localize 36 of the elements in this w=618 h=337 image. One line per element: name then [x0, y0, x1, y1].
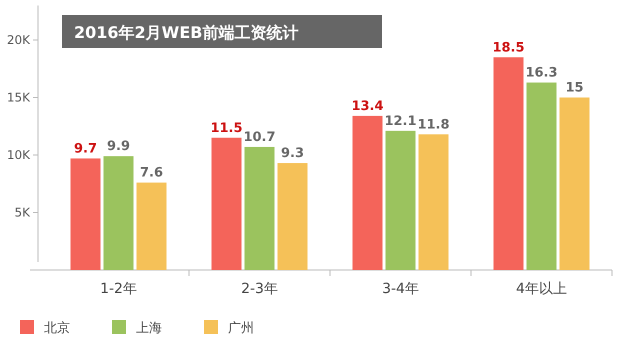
data-label: 7.6: [140, 166, 164, 181]
legend-label: 上海: [136, 321, 162, 336]
data-label: 16.3: [525, 66, 558, 81]
y-tick-label: 20K: [6, 33, 32, 47]
data-label: 18.5: [492, 40, 525, 56]
bar: [526, 82, 556, 270]
data-label: 12.1: [384, 114, 417, 129]
x-tick-label: 3-4年: [382, 281, 419, 297]
bar: [136, 182, 166, 270]
legend-label: 广州: [228, 321, 254, 336]
bar: [212, 138, 242, 270]
bar: [70, 158, 100, 270]
data-label: 9.9: [106, 139, 130, 154]
bar: [244, 146, 274, 270]
bar: [560, 98, 590, 270]
x-tick-label: 2-3年: [241, 281, 278, 297]
legend-label: 北京: [44, 321, 70, 336]
bar: [494, 57, 524, 270]
data-label: 11.5: [210, 120, 243, 136]
y-tick-label: 5K: [14, 206, 32, 220]
data-label: 15: [565, 80, 584, 96]
data-label: 9.7: [74, 141, 98, 156]
bar: [352, 116, 382, 270]
bar: [418, 134, 448, 270]
bar: [104, 156, 134, 270]
text: 2016年2月WEB前端工资统计: [74, 23, 298, 42]
data-label: 13.4: [351, 98, 384, 114]
data-label: 10.7: [243, 130, 276, 145]
y-tick-label: 10K: [6, 148, 32, 162]
bar: [278, 163, 308, 270]
x-tick-label: 1-2年: [100, 281, 137, 297]
data-label: 11.8: [417, 117, 450, 132]
data-label: 9.3: [280, 146, 304, 162]
x-tick-label: 4年以上: [516, 281, 567, 297]
y-tick-label: 15K: [6, 90, 32, 104]
bar: [386, 130, 416, 270]
